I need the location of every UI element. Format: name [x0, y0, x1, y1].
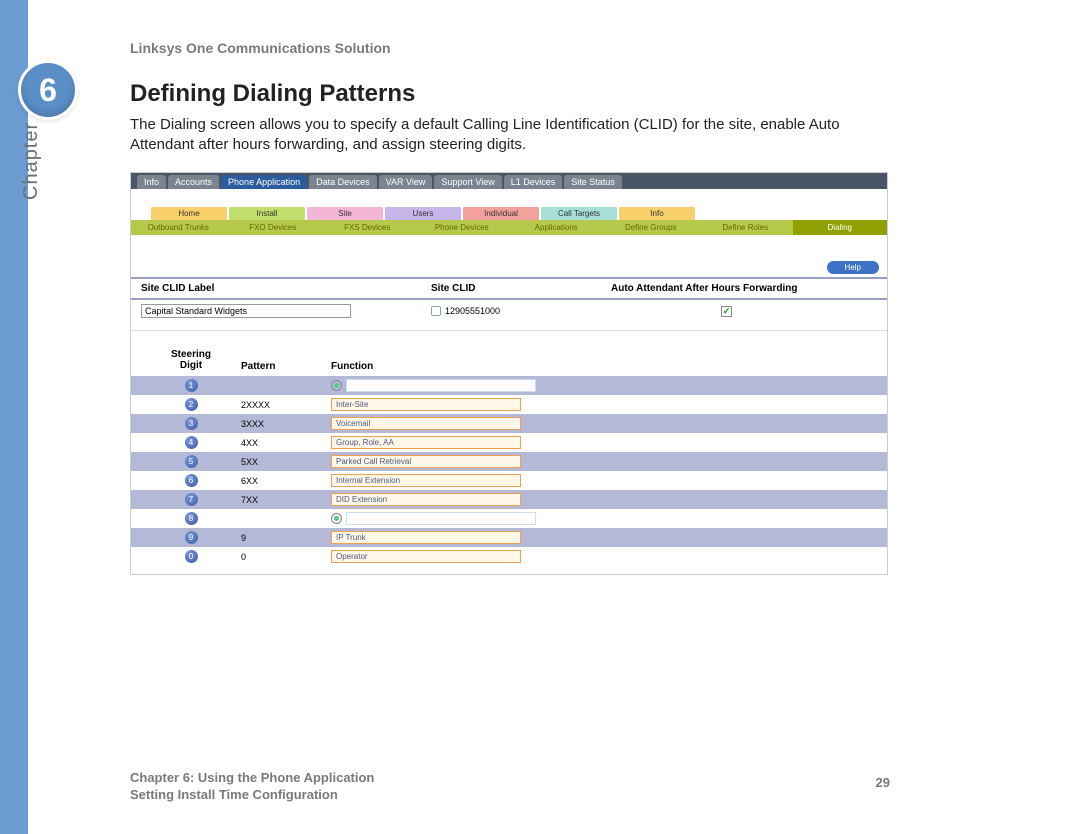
app-screenshot: InfoAccountsPhone ApplicationData Device… [130, 172, 888, 575]
sub-tab[interactable]: Define Groups [604, 220, 699, 235]
steering-row: 6 6XXInternal Extension [131, 471, 887, 490]
function-field[interactable]: Operator [331, 550, 521, 563]
top-tab[interactable]: Data Devices [309, 175, 377, 189]
top-tabs: InfoAccountsPhone ApplicationData Device… [131, 173, 887, 189]
top-tab[interactable]: Site Status [564, 175, 622, 189]
chapter-badge: 6 [18, 60, 78, 120]
doc-header: Linksys One Communications Solution [130, 40, 391, 56]
top-tab[interactable]: Accounts [168, 175, 219, 189]
section-title: Defining Dialing Patterns [130, 80, 415, 108]
digit-button[interactable]: 8 [185, 512, 198, 525]
pattern-cell: 6XX [241, 476, 331, 486]
digit-button[interactable]: 1 [185, 379, 198, 392]
pattern-cell: 9 [241, 533, 331, 543]
steering-row: 1 [131, 376, 887, 395]
clid-header: Site CLID Label Site CLID Auto Attendant… [131, 277, 887, 300]
steering-row: 3 3XXXVoicemail [131, 414, 887, 433]
digit-button[interactable]: 5 [185, 455, 198, 468]
function-field[interactable] [346, 379, 536, 392]
sub-tab[interactable]: Outbound Trunks [131, 220, 226, 235]
pattern-cell: 0 [241, 552, 331, 562]
top-tab[interactable]: Phone Application [221, 175, 307, 189]
clid-label-input[interactable] [141, 304, 351, 318]
radio-icon[interactable] [331, 513, 342, 524]
top-tab[interactable]: Info [137, 175, 166, 189]
function-field[interactable]: Group, Role, AA [331, 436, 521, 449]
digit-button[interactable]: 0 [185, 550, 198, 563]
function-field[interactable] [346, 512, 536, 525]
function-field[interactable]: Voicemail [331, 417, 521, 430]
steering-row: 99IP Trunk [131, 528, 887, 547]
steering-body: 1 2 2XXXXInter-Site 3 3XXXVoicemail 4 4XXGroup… [131, 376, 887, 566]
sub-tab[interactable]: Phone Devices [415, 220, 510, 235]
color-tab[interactable]: Site [307, 207, 383, 220]
aa-forwarding-checkbox[interactable]: ✓ [721, 306, 732, 317]
h-pattern: Pattern [241, 349, 331, 372]
steering-header: Steering Digit Pattern Function [131, 331, 887, 376]
chapter-label: Chapter [20, 122, 43, 200]
steering-row: 2 2XXXXInter-Site [131, 395, 887, 414]
help-row: Help [131, 235, 887, 277]
color-tab[interactable]: Home [151, 207, 227, 220]
clid-h2: Site CLID [431, 283, 611, 294]
color-tab[interactable]: Info [619, 207, 695, 220]
top-tab[interactable]: L1 Devices [504, 175, 563, 189]
function-field[interactable]: Inter-Site [331, 398, 521, 411]
steering-row: 4 4XXGroup, Role, AA [131, 433, 887, 452]
color-tab[interactable]: Install [229, 207, 305, 220]
steering-row: 00Operator [131, 547, 887, 566]
function-field[interactable]: Parked Call Retrieval [331, 455, 521, 468]
sub-tab[interactable]: FXS Devices [320, 220, 415, 235]
h-function: Function [331, 349, 551, 372]
page-number: 29 [876, 775, 890, 790]
pattern-cell: 4XX [241, 438, 331, 448]
sub-tab[interactable]: Define Roles [698, 220, 793, 235]
function-field[interactable]: Internal Extension [331, 474, 521, 487]
footer-left: Chapter 6: Using the Phone Application S… [130, 770, 374, 804]
color-tab[interactable]: Call Targets [541, 207, 617, 220]
section-body: The Dialing screen allows you to specify… [130, 115, 870, 156]
digit-button[interactable]: 6 [185, 474, 198, 487]
clid-row: 12905551000 ✓ [131, 300, 887, 331]
pattern-cell: 3XXX [241, 419, 331, 429]
digit-button[interactable]: 3 [185, 417, 198, 430]
steering-row: 8 [131, 509, 887, 528]
clid-h3: Auto Attendant After Hours Forwarding [611, 283, 877, 294]
pattern-cell: 5XX [241, 457, 331, 467]
sub-tab[interactable]: Applications [509, 220, 604, 235]
color-tab[interactable]: Individual [463, 207, 539, 220]
function-field[interactable]: DID Extension [331, 493, 521, 506]
radio-icon[interactable] [331, 380, 342, 391]
top-tab[interactable]: VAR View [379, 175, 433, 189]
digit-button[interactable]: 2 [185, 398, 198, 411]
clid-value: 12905551000 [445, 306, 500, 316]
clid-h1: Site CLID Label [141, 283, 431, 294]
color-tab[interactable]: Users [385, 207, 461, 220]
color-tabs: HomeInstallSiteUsersIndividualCall Targe… [131, 207, 887, 220]
digit-button[interactable]: 9 [185, 531, 198, 544]
pattern-cell: 7XX [241, 495, 331, 505]
top-tab[interactable]: Support View [434, 175, 501, 189]
digit-button[interactable]: 4 [185, 436, 198, 449]
refresh-icon[interactable] [431, 306, 441, 316]
steering-row: 7 7XXDID Extension [131, 490, 887, 509]
steering-row: 5 5XXParked Call Retrieval [131, 452, 887, 471]
h-digit: Steering Digit [141, 349, 241, 372]
function-field[interactable]: IP Trunk [331, 531, 521, 544]
help-button[interactable]: Help [827, 261, 879, 274]
footer-line1: Chapter 6: Using the Phone Application [130, 770, 374, 787]
digit-button[interactable]: 7 [185, 493, 198, 506]
sub-tabs: Outbound TrunksFXO DevicesFXS DevicesPho… [131, 220, 887, 235]
sub-tab[interactable]: Dialing [793, 220, 888, 235]
pattern-cell: 2XXXX [241, 400, 331, 410]
footer-line2: Setting Install Time Configuration [130, 787, 374, 804]
sub-tab[interactable]: FXO Devices [226, 220, 321, 235]
